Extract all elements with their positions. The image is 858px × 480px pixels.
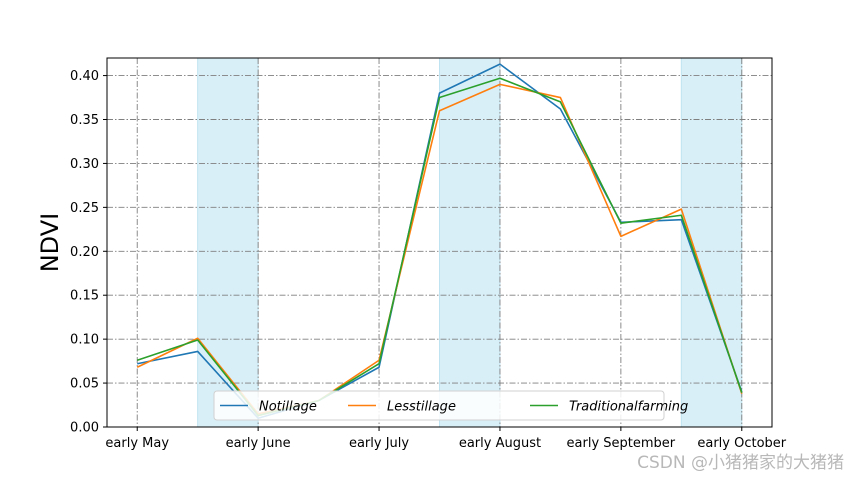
shaded-regions <box>197 57 743 428</box>
y-tick-label: 0.25 <box>70 201 99 216</box>
legend-box <box>213 390 665 421</box>
x-tick-label: early September <box>567 436 676 451</box>
y-tick-label: 0.40 <box>70 69 99 84</box>
x-tick-label: early June <box>226 436 291 451</box>
y-tick-label: 0.05 <box>70 377 99 392</box>
y-axis-label: NDVI <box>36 213 64 273</box>
y-tick-label: 0.35 <box>70 113 99 128</box>
legend: Notillage Lesstillage Traditionalfarming <box>213 390 688 421</box>
legend-label: Lesstillage <box>387 400 456 415</box>
x-tick-label: early July <box>349 436 409 451</box>
watermark: CSDN @小猪猪家的大猪猪 <box>637 453 844 473</box>
grid-lines <box>107 58 772 428</box>
x-axis-ticks: early May early June early July early Augus… <box>105 427 787 451</box>
x-tick-label: early August <box>459 436 541 451</box>
plot-frame <box>106 57 773 428</box>
legend-label: Traditionalfarming <box>569 400 688 415</box>
x-tick-label: early May <box>105 436 169 451</box>
y-axis-ticks: 0.00 0.05 0.10 0.15 0.20 0.25 0.30 0.35 0.40 <box>70 69 107 436</box>
series-line-lesstillage <box>136 83 743 415</box>
shaded-region-2 <box>439 57 501 428</box>
series-line-traditionalfarming <box>136 77 743 417</box>
y-tick-label: 0.15 <box>70 289 99 304</box>
x-tick-label: early October <box>697 436 786 451</box>
y-tick-label: 0.10 <box>70 333 99 348</box>
y-tick-label: 0.00 <box>70 421 99 436</box>
y-tick-label: 0.20 <box>70 245 99 260</box>
shaded-region-1 <box>197 57 259 428</box>
y-tick-label: 0.30 <box>70 157 99 172</box>
legend-label: Notillage <box>259 400 317 415</box>
